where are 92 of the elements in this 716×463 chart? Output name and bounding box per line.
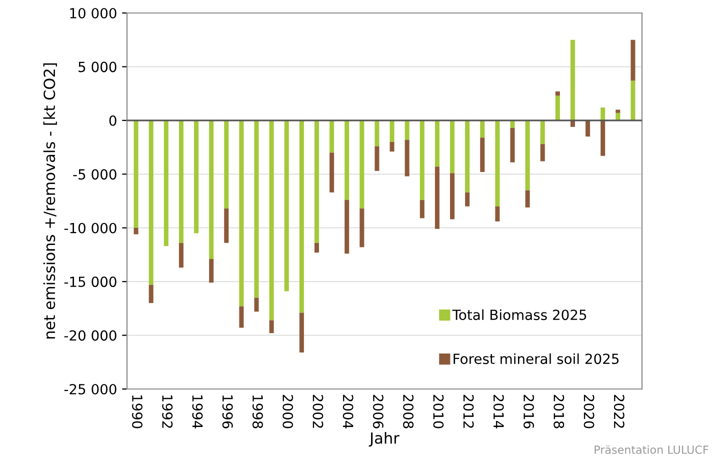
x-tick-label: 2010 (433, 394, 444, 428)
bar (344, 200, 350, 254)
bar (164, 120, 168, 246)
bar (330, 120, 334, 153)
x-tick-label: 2000 (282, 394, 294, 428)
bar (434, 166, 440, 229)
bar (555, 96, 560, 120)
bar (209, 259, 214, 283)
bar (465, 120, 470, 192)
x-tick-label: 2002 (312, 394, 324, 428)
bar (510, 128, 515, 162)
bar (495, 120, 500, 206)
bar (314, 242, 319, 253)
bar (344, 120, 350, 200)
bar (404, 140, 410, 176)
bar (194, 120, 199, 234)
bar (450, 173, 455, 220)
y-tick-label: 0 (109, 115, 116, 126)
bar (404, 120, 410, 140)
bar (269, 120, 274, 320)
bar (360, 208, 364, 248)
x-tick-label: 2012 (463, 394, 474, 428)
bar (254, 298, 259, 312)
bar (330, 152, 334, 192)
y-tick-label: -10 000 (64, 222, 116, 234)
bar (555, 91, 560, 96)
bar (299, 312, 304, 352)
bar (239, 120, 244, 306)
y-tick-label: 5 000 (78, 62, 116, 72)
bar (630, 40, 636, 81)
x-tick-label: 2014 (493, 394, 504, 428)
x-tick-label: 2016 (524, 394, 534, 428)
y-tick-label: -20 000 (64, 330, 116, 341)
bar (178, 242, 184, 268)
bar (540, 120, 545, 144)
y-tick-label: -25 000 (64, 384, 116, 394)
y-tick-label: -15 000 (64, 276, 116, 288)
bar (586, 120, 590, 137)
bar (616, 110, 620, 113)
bar (224, 120, 229, 209)
bar (495, 206, 500, 222)
x-tick-label: 1996 (222, 395, 233, 428)
x-axis-title: Jahr (368, 432, 400, 447)
legend-label: Total Biomass 2025 (452, 309, 586, 320)
bar (510, 120, 515, 128)
bar (390, 120, 394, 142)
bar (134, 228, 138, 234)
x-tick-label: 2022 (614, 394, 624, 428)
x-tick-label: 1990 (132, 395, 143, 428)
y-axis-title: net emissions +/removals - [kt CO2] (43, 63, 57, 339)
x-tick-label: 2018 (554, 394, 564, 428)
bar (480, 138, 485, 172)
bar (540, 144, 545, 162)
bar (374, 120, 380, 146)
x-tick-label: 2008 (403, 394, 414, 428)
bar (600, 120, 606, 156)
bar (299, 120, 304, 313)
bar (224, 208, 229, 243)
bar (420, 200, 424, 218)
x-tick-label: 1992 (162, 395, 173, 428)
bar (630, 80, 636, 120)
y-tick-label: 10 000 (70, 8, 116, 18)
bar (209, 120, 214, 260)
bar (420, 120, 424, 200)
bar (525, 120, 530, 190)
bar (254, 120, 259, 298)
bar (570, 40, 575, 120)
bar (148, 120, 154, 285)
bar (480, 120, 485, 138)
bar (134, 120, 138, 228)
y-tick-label: -5 000 (73, 169, 116, 180)
bar (314, 120, 319, 243)
x-tick-label: 1994 (192, 395, 203, 428)
bar (390, 142, 394, 152)
bar (239, 306, 244, 328)
bar (360, 120, 364, 209)
x-tick-label: 1998 (252, 395, 263, 428)
bar (600, 108, 606, 120)
bar (148, 284, 154, 304)
bar (465, 192, 470, 206)
bar (525, 190, 530, 208)
legend-label: Forest mineral soil 2025 (454, 353, 619, 364)
bar (450, 120, 455, 174)
bar (269, 320, 274, 334)
x-tick-label: 2006 (372, 394, 384, 428)
x-tick-label: 2020 (584, 394, 594, 428)
text: Präsentation LULUCF (594, 445, 708, 454)
bar (284, 120, 289, 292)
bar (374, 146, 380, 171)
bar (434, 120, 440, 167)
x-tick-label: 2004 (342, 394, 354, 428)
bar (178, 120, 184, 243)
